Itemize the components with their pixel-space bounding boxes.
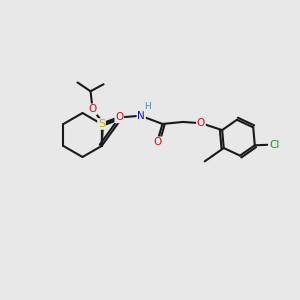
Text: O: O (197, 118, 205, 128)
Text: O: O (88, 104, 97, 114)
Text: S: S (98, 119, 105, 129)
Text: O: O (153, 137, 162, 147)
Text: H: H (144, 102, 151, 111)
Text: N: N (137, 111, 145, 121)
Text: Cl: Cl (269, 140, 280, 150)
Text: O: O (115, 112, 123, 122)
